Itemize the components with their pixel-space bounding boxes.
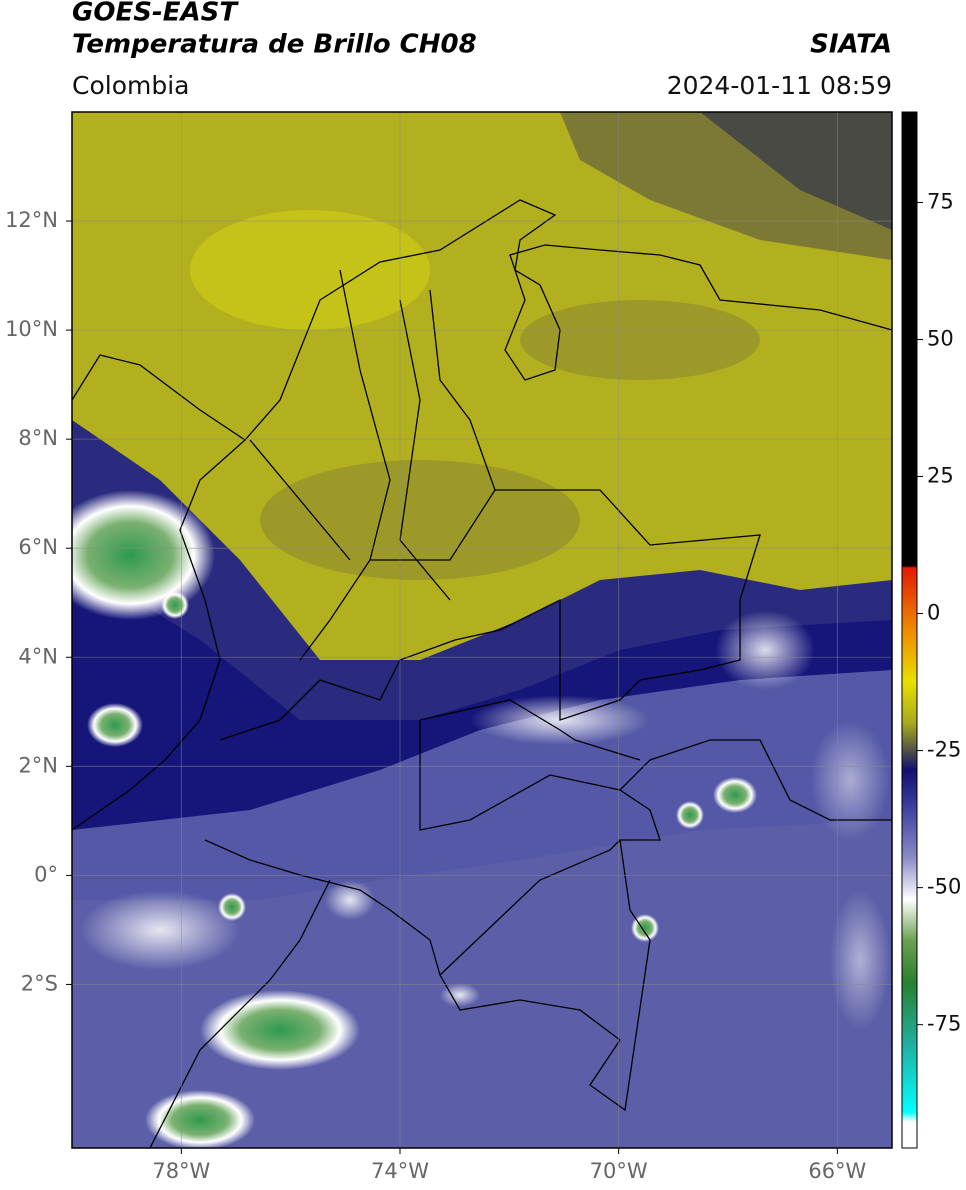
lat-tick-label: 4°N xyxy=(18,644,58,668)
lat-tick-label: 0° xyxy=(34,862,58,886)
lon-tick-label: 70°W xyxy=(590,1159,648,1183)
lat-tick-label: 6°N xyxy=(18,535,58,559)
colorbar-tick-label: 0 xyxy=(927,601,940,625)
lat-tick-label: 12°N xyxy=(5,208,58,232)
colorbar-tick-label: -75 xyxy=(927,1012,961,1036)
lon-tick-label: 78°W xyxy=(152,1159,210,1183)
lat-tick-label: 10°N xyxy=(5,317,58,341)
title: GOES-EAST xyxy=(72,0,239,28)
map-frame xyxy=(71,111,893,1149)
colorbar-tick-label: 25 xyxy=(927,464,954,488)
satellite-image xyxy=(72,112,892,1148)
lat-tick-label: 2°N xyxy=(18,753,58,777)
colorbar xyxy=(901,111,918,1149)
lat-tick-label: 8°N xyxy=(18,426,58,450)
borders xyxy=(72,199,892,1148)
colorbar-tick-label: -50 xyxy=(927,875,961,899)
colorbar-tick-label: -25 xyxy=(927,738,961,762)
grid-layer xyxy=(72,112,892,1148)
lon-tick-label: 66°W xyxy=(808,1159,866,1183)
datetime: 2024-01-11 08:59 xyxy=(667,71,892,100)
source: SIATA xyxy=(810,30,892,60)
region: Colombia xyxy=(72,71,189,100)
lat-tick-label: 2°S xyxy=(21,971,58,995)
subtitle: Temperatura de Brillo CH08 xyxy=(72,30,477,60)
colorbar-tick-label: 75 xyxy=(927,189,954,213)
lon-tick-label: 74°W xyxy=(371,1159,429,1183)
colorbar-tick-label: 50 xyxy=(927,326,954,350)
